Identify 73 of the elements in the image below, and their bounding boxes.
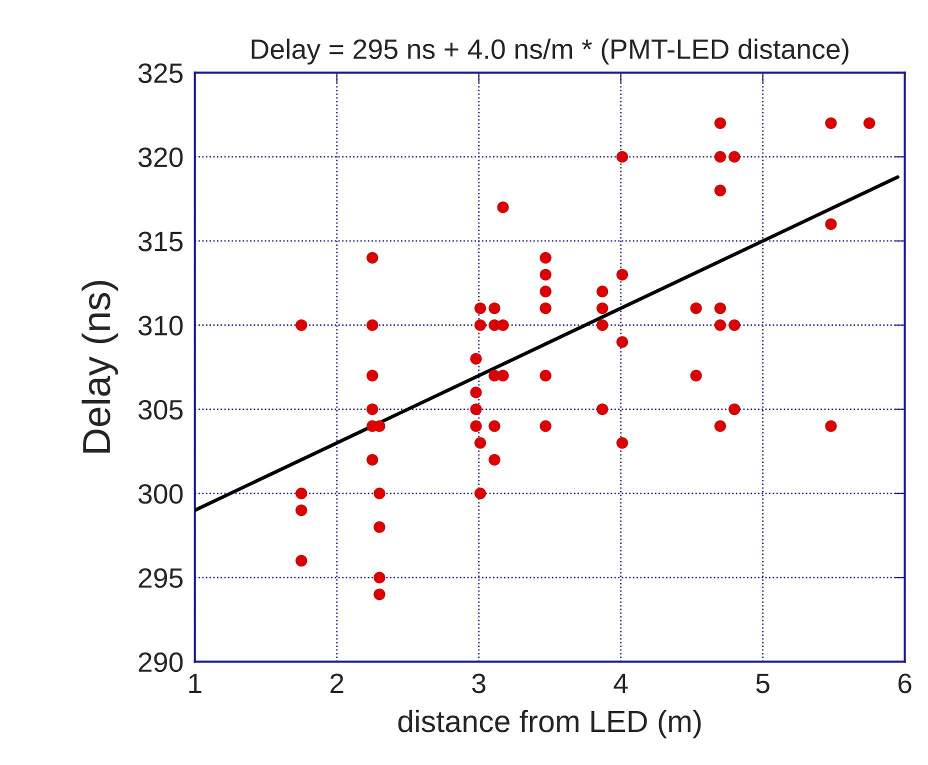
- point: [470, 403, 482, 416]
- point: [296, 554, 308, 567]
- point: [296, 319, 308, 331]
- point: [714, 184, 726, 196]
- point: [497, 319, 509, 331]
- point: [728, 151, 740, 163]
- point: [488, 454, 500, 466]
- point: [690, 370, 702, 382]
- point: [374, 588, 386, 600]
- point: [825, 218, 837, 230]
- point: [474, 319, 486, 331]
- point: [616, 268, 628, 280]
- point: [296, 504, 308, 516]
- point: [714, 151, 726, 163]
- point: [714, 117, 726, 129]
- point: [714, 319, 726, 331]
- point: [540, 268, 552, 280]
- x-tick-label: 4: [614, 674, 628, 693]
- x-axis-title: distance from LED (m): [398, 710, 701, 738]
- point: [374, 521, 386, 533]
- y-axis-title: Delay (ns): [82, 281, 118, 453]
- y-tick-label: 310: [138, 316, 183, 336]
- point: [488, 302, 500, 314]
- point: [470, 352, 482, 365]
- point: [616, 437, 628, 449]
- point: [497, 202, 509, 214]
- point: [540, 286, 552, 298]
- x-tick-label: 5: [756, 674, 770, 694]
- chart-title: Delay = 295 ns + 4.0 ns/m * (PMT-LED distance): [252, 38, 848, 65]
- point: [540, 302, 552, 314]
- y-tick-label: 325: [138, 63, 183, 84]
- point: [366, 403, 378, 416]
- point: [488, 420, 500, 432]
- point: [497, 370, 509, 382]
- x-tick-label: 6: [898, 674, 912, 694]
- point: [863, 117, 876, 129]
- point: [714, 302, 726, 314]
- point: [616, 336, 628, 348]
- x-tick-label: 1: [189, 674, 202, 693]
- point: [825, 420, 837, 432]
- point: [714, 420, 726, 432]
- point: [540, 252, 552, 264]
- point: [470, 386, 482, 398]
- point: [596, 302, 608, 314]
- point: [366, 454, 378, 466]
- point: [470, 420, 482, 432]
- y-tick-label: 290: [138, 652, 183, 672]
- point: [596, 403, 608, 416]
- point: [296, 488, 308, 500]
- point: [540, 420, 552, 432]
- point: [366, 319, 378, 331]
- y-tick-label: 295: [138, 568, 183, 588]
- point: [596, 319, 608, 331]
- point: [474, 437, 486, 449]
- point: [374, 488, 386, 500]
- point: [728, 319, 740, 331]
- y-tick-label: 305: [138, 400, 183, 420]
- point: [690, 302, 702, 314]
- y-tick-label: 320: [138, 147, 183, 168]
- point: [540, 370, 552, 382]
- point: [474, 302, 486, 314]
- point: [366, 252, 378, 264]
- y-tick-label: 315: [138, 232, 183, 252]
- point: [474, 488, 486, 500]
- point: [728, 403, 740, 416]
- point: [366, 370, 378, 382]
- point: [374, 572, 386, 584]
- point: [825, 117, 837, 129]
- point: [596, 286, 608, 298]
- x-tick-label: 3: [472, 674, 486, 694]
- y-tick-label: 300: [138, 484, 183, 504]
- x-tick-label: 2: [330, 674, 344, 693]
- point: [616, 151, 628, 163]
